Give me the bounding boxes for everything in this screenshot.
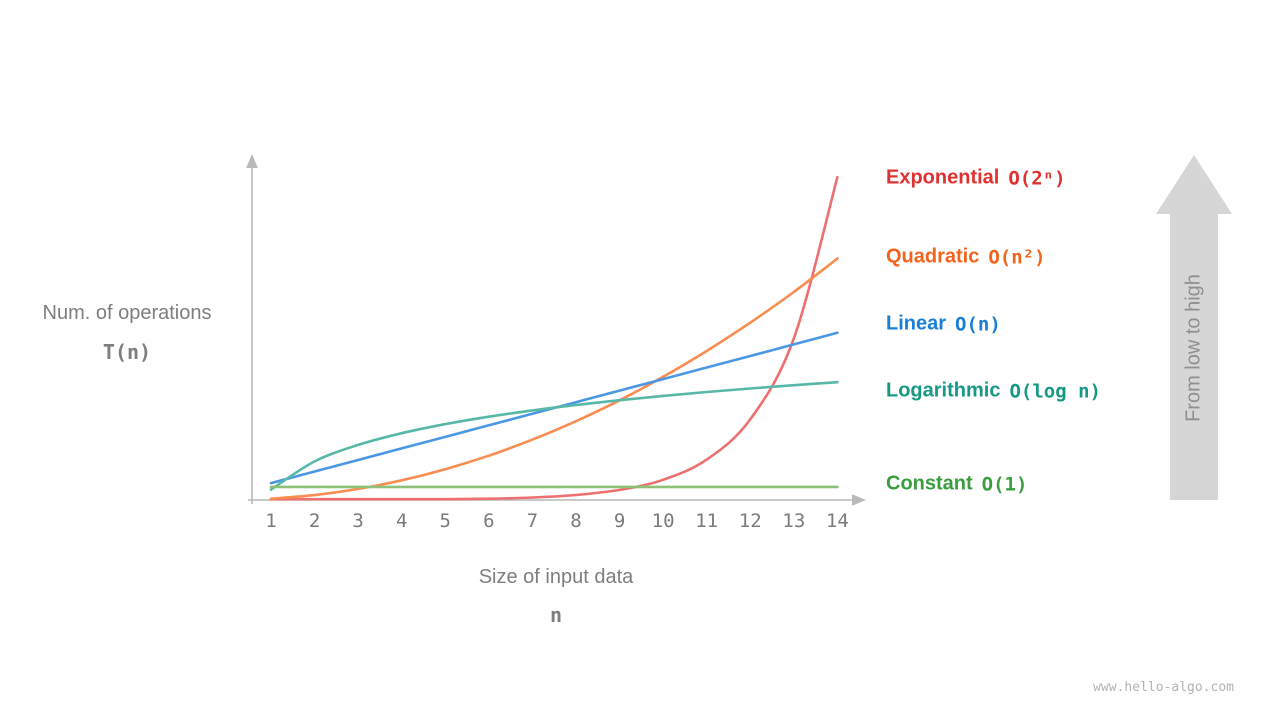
from-low-to-high-label: From low to high [1182, 274, 1205, 422]
x-tick-10: 10 [651, 510, 675, 532]
x-tick-2: 2 [308, 510, 321, 532]
legend-constant: Constant O(1) [886, 473, 1027, 496]
x-axis-label: Size of input data [478, 566, 634, 588]
x-axis-symbol: n [549, 603, 563, 627]
series-curves [269, 175, 839, 501]
legend-series-name: Quadratic [886, 245, 980, 268]
legend-logarithmic: Logarithmic O(log n) [886, 380, 1101, 403]
legend-series-name: Logarithmic [886, 379, 1001, 402]
x-tick-4: 4 [395, 510, 408, 532]
x-tick-6: 6 [483, 510, 495, 532]
curve-exponential [269, 175, 839, 501]
legend: Exponential O(2ⁿ) Quadratic O(n²) Linear O(n)… [886, 0, 1246, 720]
from-low-to-high-arrow-icon [1156, 155, 1232, 500]
legend-series-notation: O(2ⁿ) [1008, 167, 1066, 189]
legend-series-notation: O(n²) [988, 246, 1046, 268]
x-tick-5: 5 [439, 510, 451, 532]
x-tick-7: 7 [526, 510, 539, 532]
legend-series-notation: O(log n) [1009, 380, 1101, 402]
x-tick-8: 8 [570, 510, 582, 532]
x-tick-3: 3 [352, 510, 364, 532]
x-tick-12: 12 [738, 510, 762, 532]
legend-exponential: Exponential O(2ⁿ) [886, 167, 1066, 190]
x-tick-9: 9 [613, 510, 626, 532]
curve-quadratic [269, 257, 839, 501]
legend-series-notation: O(1) [981, 473, 1028, 495]
y-axis-arrowhead-icon [246, 154, 258, 168]
watermark: www.hello-algo.com [1093, 680, 1234, 695]
legend-quadratic: Quadratic O(n²) [886, 246, 1046, 269]
x-tick-13: 13 [782, 510, 806, 532]
x-axis-arrowhead-icon [852, 494, 866, 506]
legend-series-name: Constant [886, 472, 973, 495]
x-tick-1: 1 [265, 510, 277, 532]
legend-linear: Linear O(n) [886, 313, 1001, 336]
y-axis-label: Num. of operations [42, 302, 212, 324]
legend-series-name: Exponential [886, 166, 1000, 189]
curve-logarithmic [269, 380, 839, 491]
y-axis-symbol: T(n) [102, 340, 152, 364]
x-tick-11: 11 [695, 510, 719, 532]
legend-series-name: Linear [886, 312, 947, 335]
x-tick-14: 14 [825, 510, 849, 532]
legend-series-notation: O(n) [955, 313, 1001, 335]
